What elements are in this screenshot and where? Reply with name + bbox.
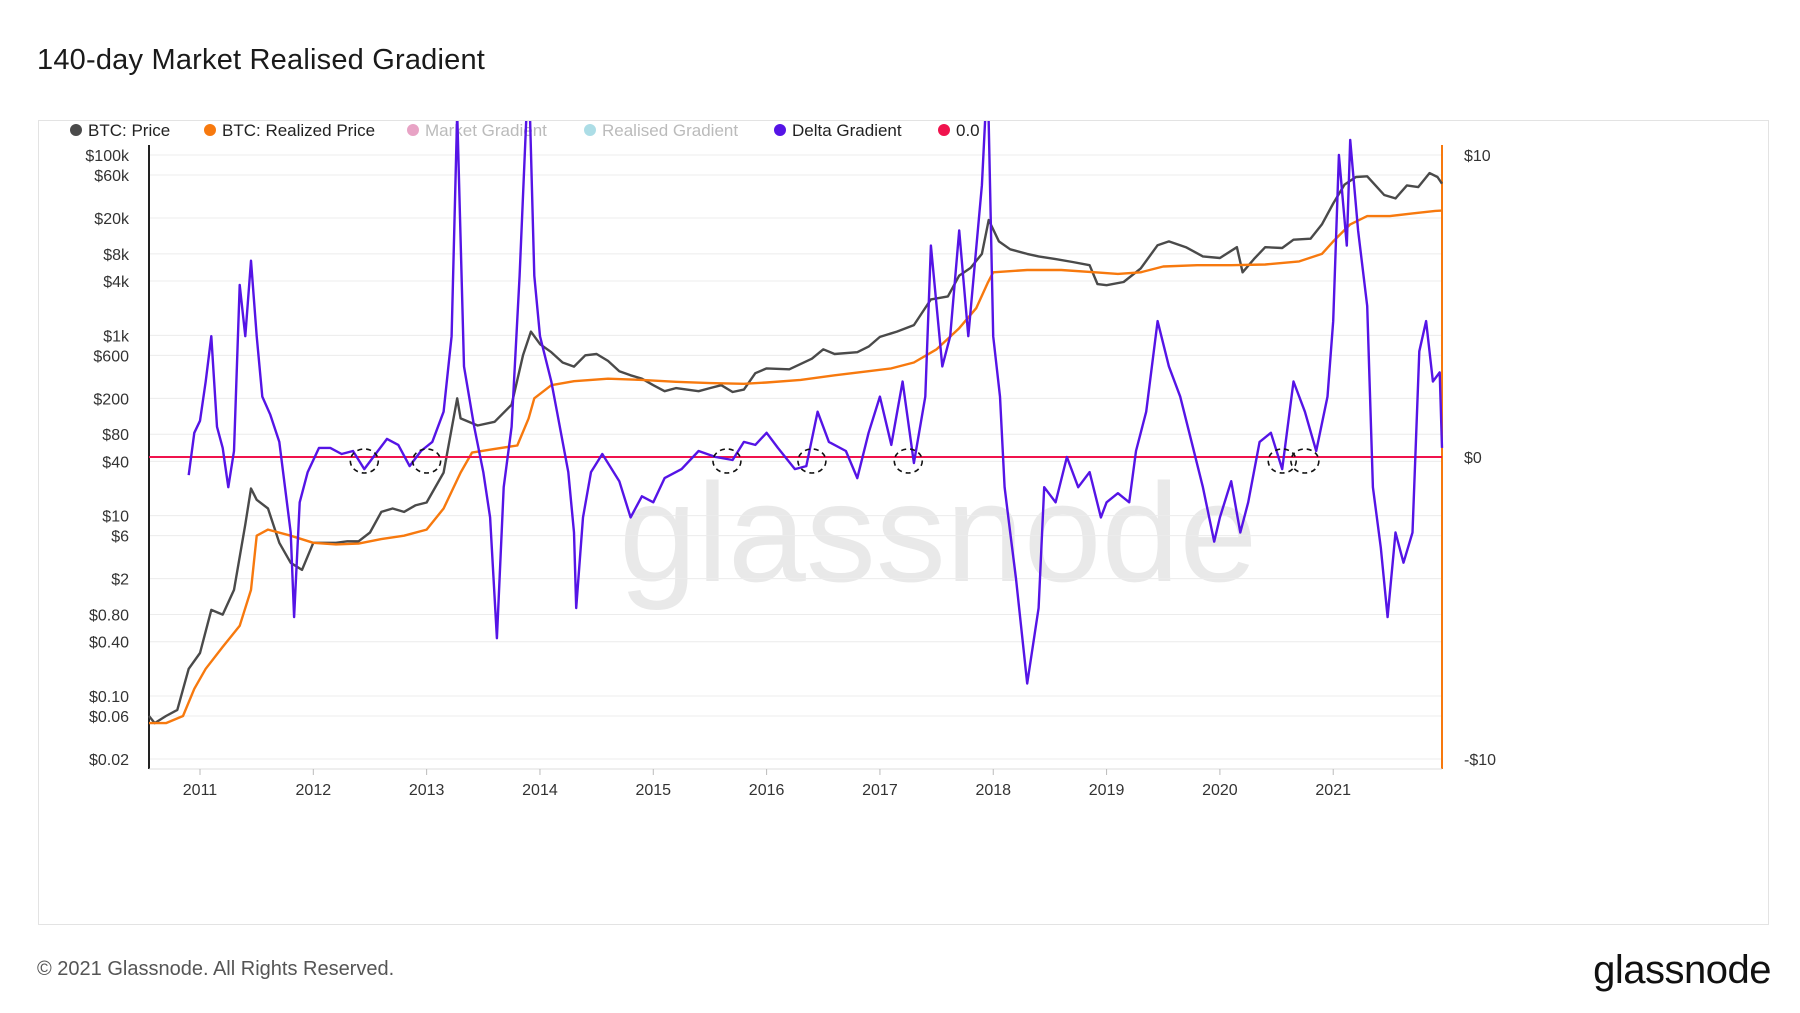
x-tick-label: 2019 bbox=[1089, 782, 1125, 799]
delta-gradient-line bbox=[187, 121, 1444, 685]
y-left-tick-label: $1k bbox=[103, 328, 130, 345]
x-tick-label: 2014 bbox=[522, 782, 558, 799]
y-right-tick-label: $0 bbox=[1464, 450, 1482, 467]
legend-marker bbox=[70, 124, 82, 136]
chart-frame: BTC: Price BTC: Realized Price Market Grad… bbox=[38, 120, 1769, 925]
x-tick-label: 2021 bbox=[1315, 782, 1351, 799]
legend-label: Delta Gradient bbox=[792, 121, 902, 140]
y-left-tick-label: $0.40 bbox=[89, 635, 129, 652]
watermark: glassnode bbox=[619, 454, 1257, 611]
y-left-tick-label: $80 bbox=[102, 427, 129, 444]
y-left-tick-label: $6 bbox=[111, 529, 129, 546]
y-left-tick-label: $20k bbox=[94, 211, 130, 228]
dashed-circle-annotation bbox=[712, 448, 742, 474]
legend-item[interactable]: 0.0 bbox=[938, 121, 980, 140]
dashed-circle-annotation bbox=[1290, 448, 1320, 474]
y-left-tick-label: $0.10 bbox=[89, 689, 129, 706]
y-left-tick-label: $0.80 bbox=[89, 608, 129, 625]
dashed-circle-annotation bbox=[411, 448, 442, 474]
legend-label: Market Gradient bbox=[425, 121, 547, 140]
x-tick-label: 2020 bbox=[1202, 782, 1238, 799]
legend-marker bbox=[584, 124, 596, 136]
y-left-tick-label: $600 bbox=[93, 348, 129, 365]
y-left-tick-label: $8k bbox=[103, 247, 130, 264]
legend-marker bbox=[938, 124, 950, 136]
realized-price-line bbox=[149, 209, 1443, 725]
y-axis-right: $10 $0 -$10 bbox=[1441, 145, 1496, 769]
legend-label: 0.0 bbox=[956, 121, 980, 140]
x-axis: 2011 2012 2013 2014 2015 2016 2017 2018 2019 2020… bbox=[149, 768, 1442, 799]
legend-marker bbox=[407, 124, 419, 136]
x-tick-label: 2017 bbox=[862, 782, 898, 799]
legend-item[interactable]: Realised Gradient bbox=[584, 121, 738, 140]
btc-price-line bbox=[148, 171, 1443, 725]
x-tick-label: 2013 bbox=[409, 782, 445, 799]
x-tick-label: 2018 bbox=[975, 782, 1011, 799]
dashed-circle-annotation bbox=[797, 448, 827, 474]
dashed-circle-annotation bbox=[893, 448, 924, 474]
annotations bbox=[349, 448, 1320, 474]
legend: BTC: Price BTC: Realized Price Market Grad… bbox=[70, 121, 980, 140]
legend-label: Realised Gradient bbox=[602, 121, 738, 140]
y-left-tick-label: $40 bbox=[102, 454, 129, 471]
y-left-tick-label: $200 bbox=[93, 391, 129, 408]
glassnode-logo: glassnode bbox=[1593, 948, 1771, 992]
x-tick-label: 2015 bbox=[635, 782, 671, 799]
chart: BTC: Price BTC: Realized Price Market Grad… bbox=[70, 121, 1496, 799]
legend-item[interactable]: BTC: Realized Price bbox=[204, 121, 375, 140]
legend-marker bbox=[774, 124, 786, 136]
y-left-tick-label: $100k bbox=[85, 148, 130, 165]
grid bbox=[149, 154, 1442, 760]
legend-label: BTC: Price bbox=[88, 121, 170, 140]
x-tick-label: 2016 bbox=[749, 782, 785, 799]
plot-lines bbox=[148, 121, 1444, 725]
y-right-tick-label: -$10 bbox=[1464, 752, 1496, 769]
y-right-tick-label: $10 bbox=[1464, 148, 1491, 165]
y-left-tick-label: $10 bbox=[102, 509, 129, 526]
legend-label: BTC: Realized Price bbox=[222, 121, 375, 140]
dashed-circle-annotation bbox=[1267, 448, 1298, 474]
x-tick-label: 2012 bbox=[296, 782, 332, 799]
footer-copyright: © 2021 Glassnode. All Rights Reserved. bbox=[37, 958, 395, 980]
y-left-tick-label: $0.06 bbox=[89, 709, 129, 726]
page-title: 140-day Market Realised Gradient bbox=[37, 44, 486, 76]
y-left-tick-label: $4k bbox=[103, 274, 130, 291]
legend-item[interactable]: BTC: Price bbox=[70, 121, 170, 140]
y-left-tick-label: $60k bbox=[94, 168, 130, 185]
legend-item[interactable]: Delta Gradient bbox=[774, 121, 902, 140]
y-axis-left: $100k $60k $20k $8k $4k $1k $600 $200 $80 $40 $10 $… bbox=[85, 145, 150, 769]
legend-marker bbox=[204, 124, 216, 136]
x-tick-label: 2011 bbox=[183, 782, 218, 799]
dashed-circle-annotation bbox=[349, 448, 380, 474]
y-left-tick-label: $2 bbox=[111, 572, 129, 589]
y-left-tick-label: $0.02 bbox=[89, 752, 129, 769]
